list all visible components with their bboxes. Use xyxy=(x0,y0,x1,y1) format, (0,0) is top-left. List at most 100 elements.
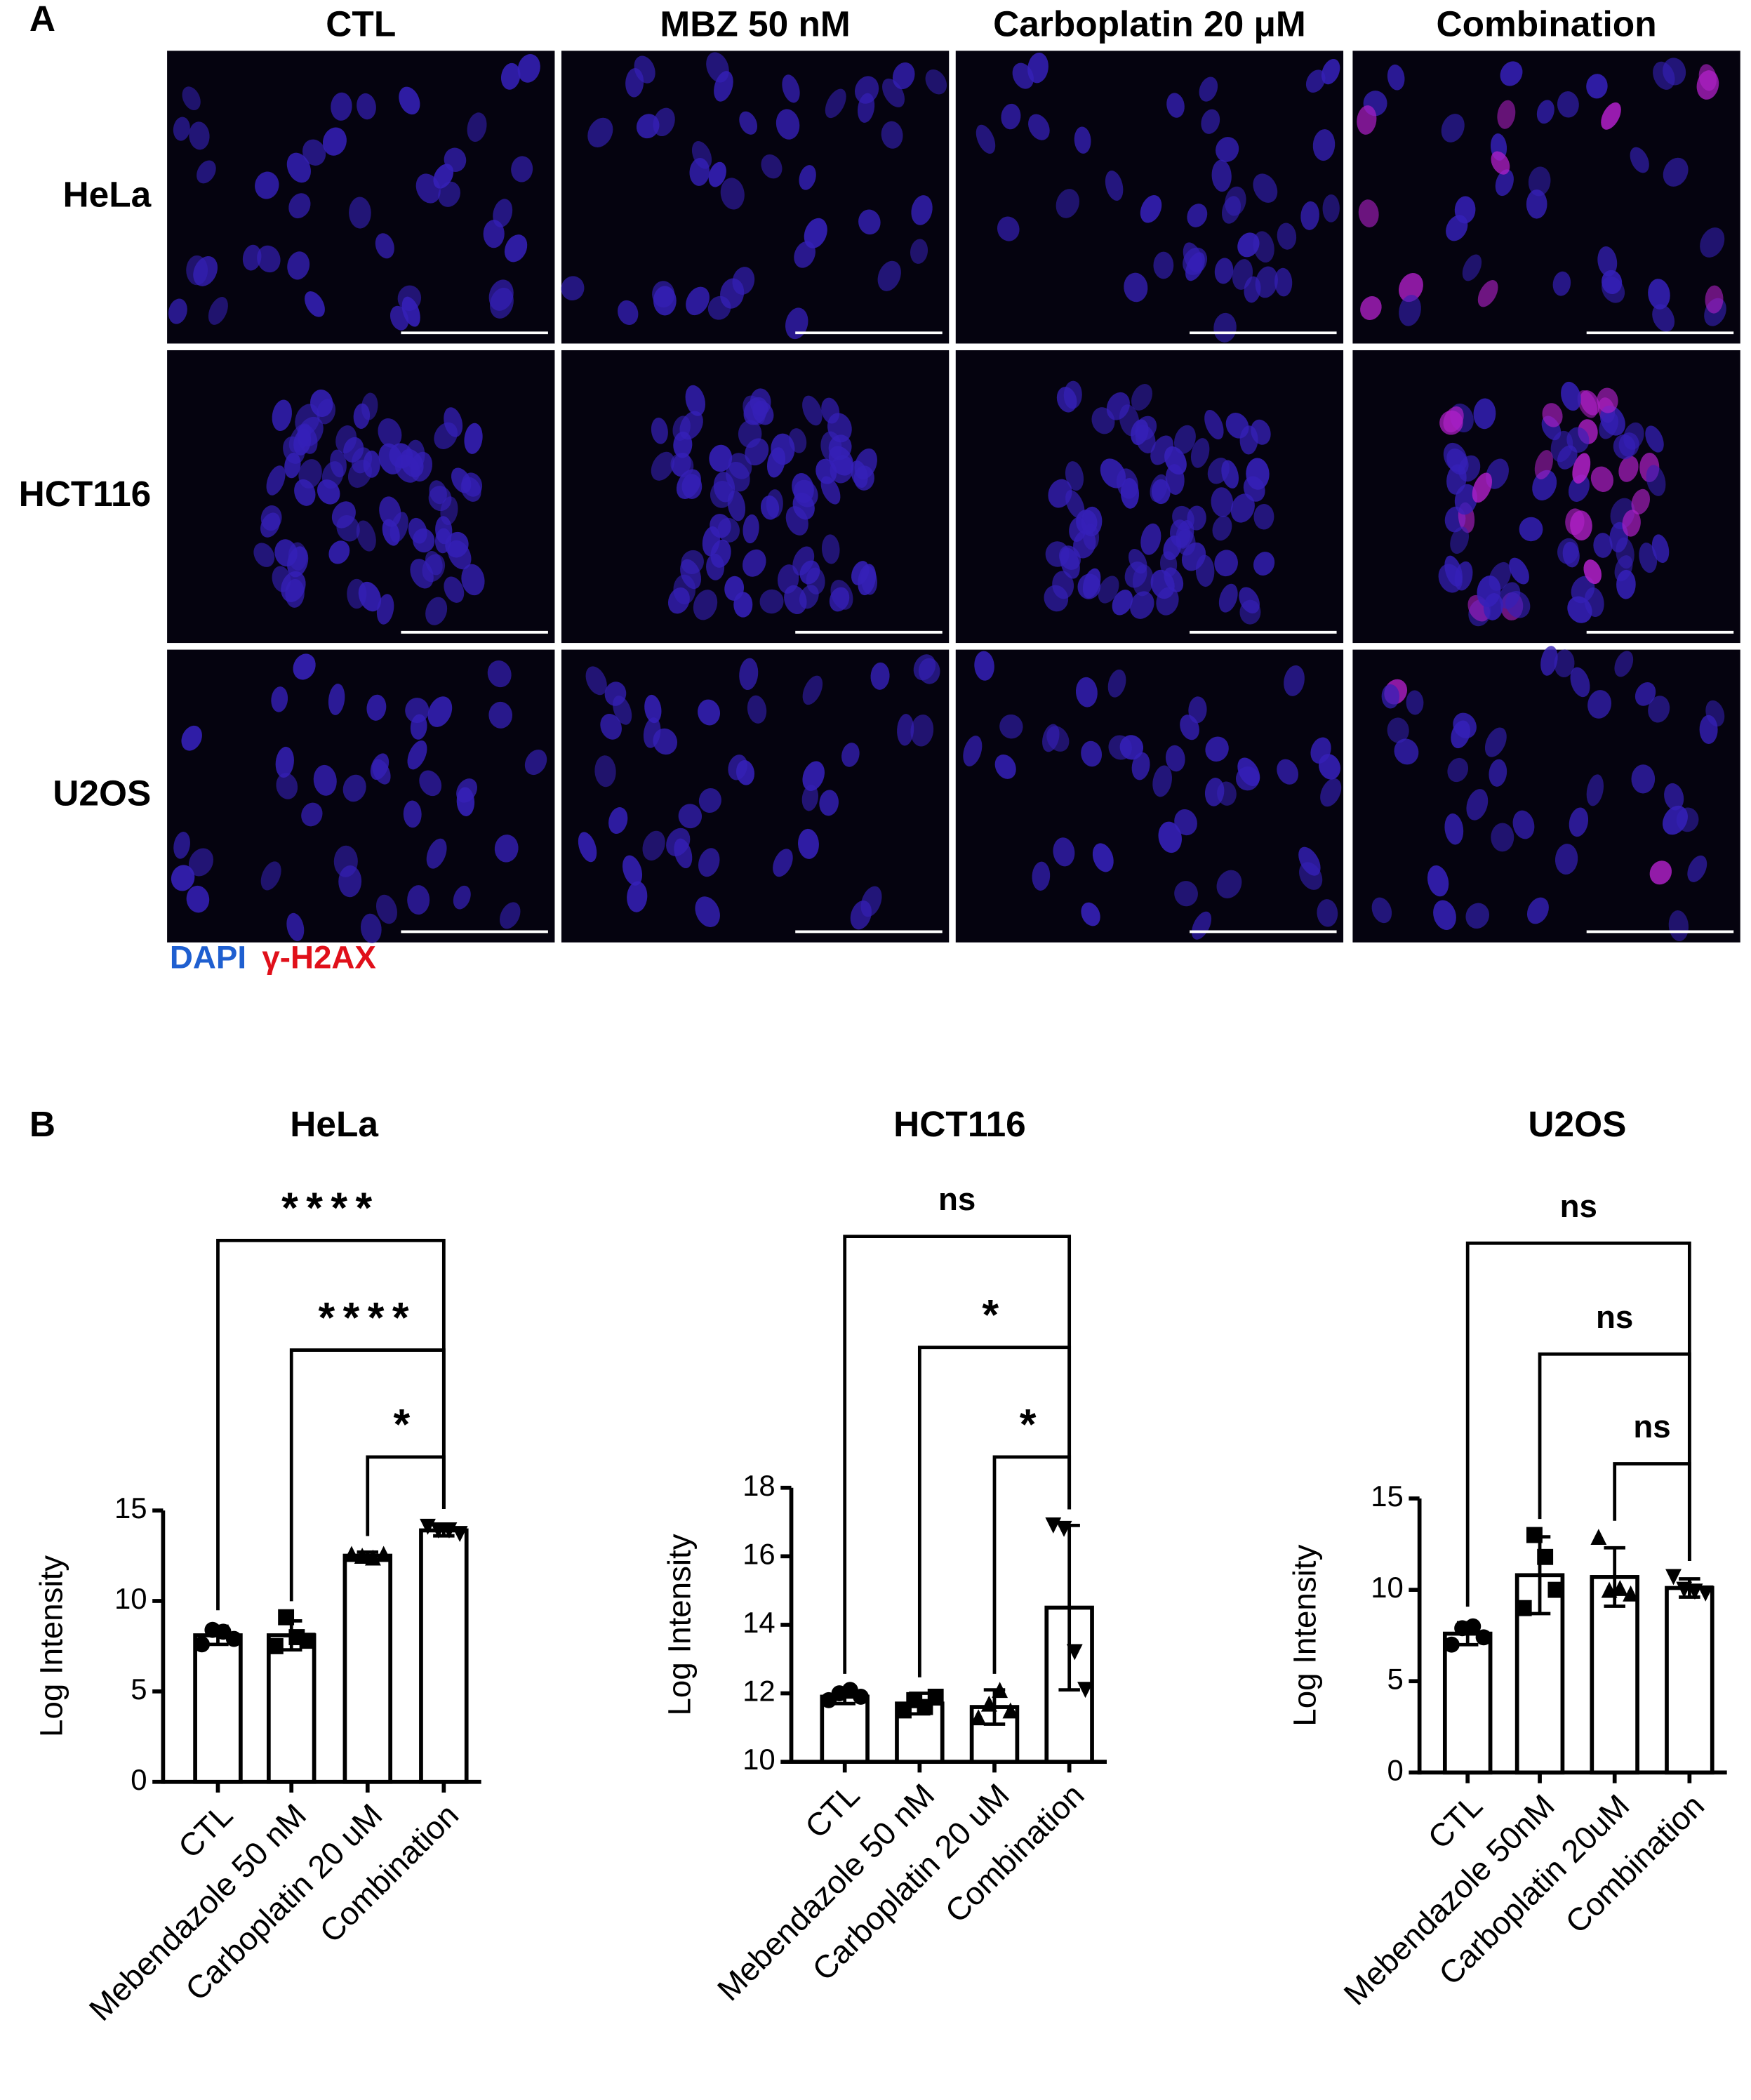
nucleus xyxy=(1648,696,1670,723)
nucleus xyxy=(739,111,758,135)
y-tick-label: 0 xyxy=(131,1763,147,1796)
nucleus xyxy=(375,894,397,924)
nucleus xyxy=(1601,102,1621,130)
nucleus xyxy=(1082,568,1101,599)
significance-bracket xyxy=(843,1235,1072,1674)
bar xyxy=(1665,1586,1715,1775)
nucleus xyxy=(1484,727,1507,757)
nucleus xyxy=(173,832,190,859)
nucleus xyxy=(1663,58,1686,86)
nucleus xyxy=(1164,567,1184,592)
nucleus xyxy=(1489,759,1507,787)
nucleus xyxy=(618,300,639,325)
chart-title: HCT116 xyxy=(893,1103,1026,1144)
nucleus xyxy=(653,286,677,316)
nucleus xyxy=(788,428,807,453)
nucleus xyxy=(1593,533,1613,558)
nucleus xyxy=(1131,419,1149,446)
nucleus xyxy=(709,444,733,472)
nucleus xyxy=(1166,93,1185,118)
nucleus xyxy=(1462,254,1482,281)
nucleus xyxy=(281,571,306,602)
nucleus xyxy=(841,743,860,767)
nucleus xyxy=(444,407,463,437)
nucleus xyxy=(1214,550,1238,577)
nucleus xyxy=(627,881,648,912)
nucleus xyxy=(724,576,745,601)
nucleus xyxy=(434,528,452,554)
nucleus xyxy=(208,297,228,325)
nucleus xyxy=(517,54,540,83)
data-point xyxy=(375,1546,392,1562)
nucleus xyxy=(976,124,996,154)
nucleus xyxy=(467,112,487,142)
nucleus xyxy=(673,574,696,605)
data-point xyxy=(1547,1581,1564,1598)
nucleus xyxy=(1028,114,1050,140)
micrograph xyxy=(955,649,1344,943)
nucleus xyxy=(1106,392,1130,420)
nucleus xyxy=(752,401,774,425)
nucleus xyxy=(425,550,443,576)
data-point xyxy=(225,1630,242,1647)
nucleus xyxy=(821,397,840,424)
nucleus xyxy=(1444,555,1463,587)
legend-h2ax: γ-H2AX xyxy=(262,940,376,976)
nucleus xyxy=(1399,272,1423,303)
nucleus xyxy=(1213,312,1237,343)
nucleus xyxy=(594,755,616,788)
nucleus xyxy=(1599,412,1618,439)
nucleus xyxy=(897,714,914,746)
nucleus xyxy=(488,279,514,311)
nucleus xyxy=(1509,557,1529,585)
legend-dapi: DAPI xyxy=(170,940,246,976)
nucleus xyxy=(1075,677,1098,707)
nucleus xyxy=(342,774,366,802)
nucleus xyxy=(802,675,823,705)
nucleus xyxy=(253,543,275,567)
nucleus xyxy=(1590,466,1613,492)
nucleus xyxy=(1056,387,1077,413)
nucleus xyxy=(708,161,726,187)
nucleus xyxy=(1158,821,1182,853)
bar xyxy=(419,1528,469,1784)
nucleus xyxy=(1092,843,1114,872)
nucleus xyxy=(743,514,759,544)
nucleus xyxy=(622,855,643,886)
nucleus xyxy=(378,418,402,448)
nucleus xyxy=(674,838,693,869)
nucleus xyxy=(1187,505,1206,531)
nucleus xyxy=(260,505,282,531)
nucleus xyxy=(1235,766,1260,791)
nucleus xyxy=(825,88,846,119)
nucleus xyxy=(419,770,442,797)
nucleus xyxy=(1153,251,1174,279)
nucleus xyxy=(766,489,783,519)
nucleus xyxy=(188,848,214,877)
nucleus xyxy=(1255,266,1278,298)
nucleus xyxy=(1212,515,1232,541)
nucleus xyxy=(1664,783,1684,811)
nucleus xyxy=(881,121,903,149)
nucleus xyxy=(858,209,881,235)
data-point xyxy=(1475,1629,1492,1646)
nucleus xyxy=(1499,582,1521,609)
nucleus xyxy=(317,479,340,505)
data-point xyxy=(1066,1644,1083,1661)
nucleus xyxy=(681,550,704,574)
nucleus xyxy=(1645,425,1664,453)
nucleus xyxy=(276,773,298,799)
nucleus xyxy=(361,392,378,420)
nucleus xyxy=(1165,745,1185,772)
nucleus xyxy=(801,784,818,811)
nucleus xyxy=(642,830,665,861)
nucleus xyxy=(1500,61,1523,86)
column-header: MBZ 50 nM xyxy=(660,4,850,44)
nucleus xyxy=(1454,484,1478,515)
nucleus xyxy=(494,835,519,863)
nucleus xyxy=(1554,844,1578,875)
data-point xyxy=(992,1682,1008,1699)
data-point xyxy=(1056,1520,1072,1537)
nucleus xyxy=(288,193,311,219)
nucleus xyxy=(1648,279,1670,310)
